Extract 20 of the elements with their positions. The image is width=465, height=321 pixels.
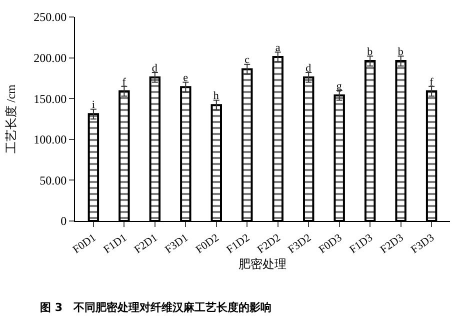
caption: 图 3 不同肥密处理对纤维汉麻工艺长度的影响 [40, 301, 272, 314]
data-label: i [92, 99, 95, 112]
data-label: e [183, 72, 188, 84]
y-tick-label: 0 [60, 214, 67, 228]
data-label: c [244, 54, 250, 66]
x-axis-title: 肥密处理 [238, 256, 286, 271]
data-label: b [367, 46, 374, 58]
data-label: f [430, 76, 434, 88]
y-tick-label: 200.00 [34, 51, 67, 65]
y-tick-label: 150.00 [34, 92, 67, 106]
data-label: b [398, 46, 404, 58]
y-tick-label: 250.00 [34, 10, 67, 24]
data-label: f [122, 76, 126, 88]
data-label: a [275, 42, 280, 54]
y-axis-title: 工艺长度 /cm [4, 84, 18, 154]
y-tick-label: 100.00 [34, 132, 67, 147]
y-tick-label: 50.00 [40, 173, 67, 188]
data-label: h [213, 90, 220, 102]
data-label: d [306, 62, 312, 74]
data-label: d [152, 62, 158, 74]
